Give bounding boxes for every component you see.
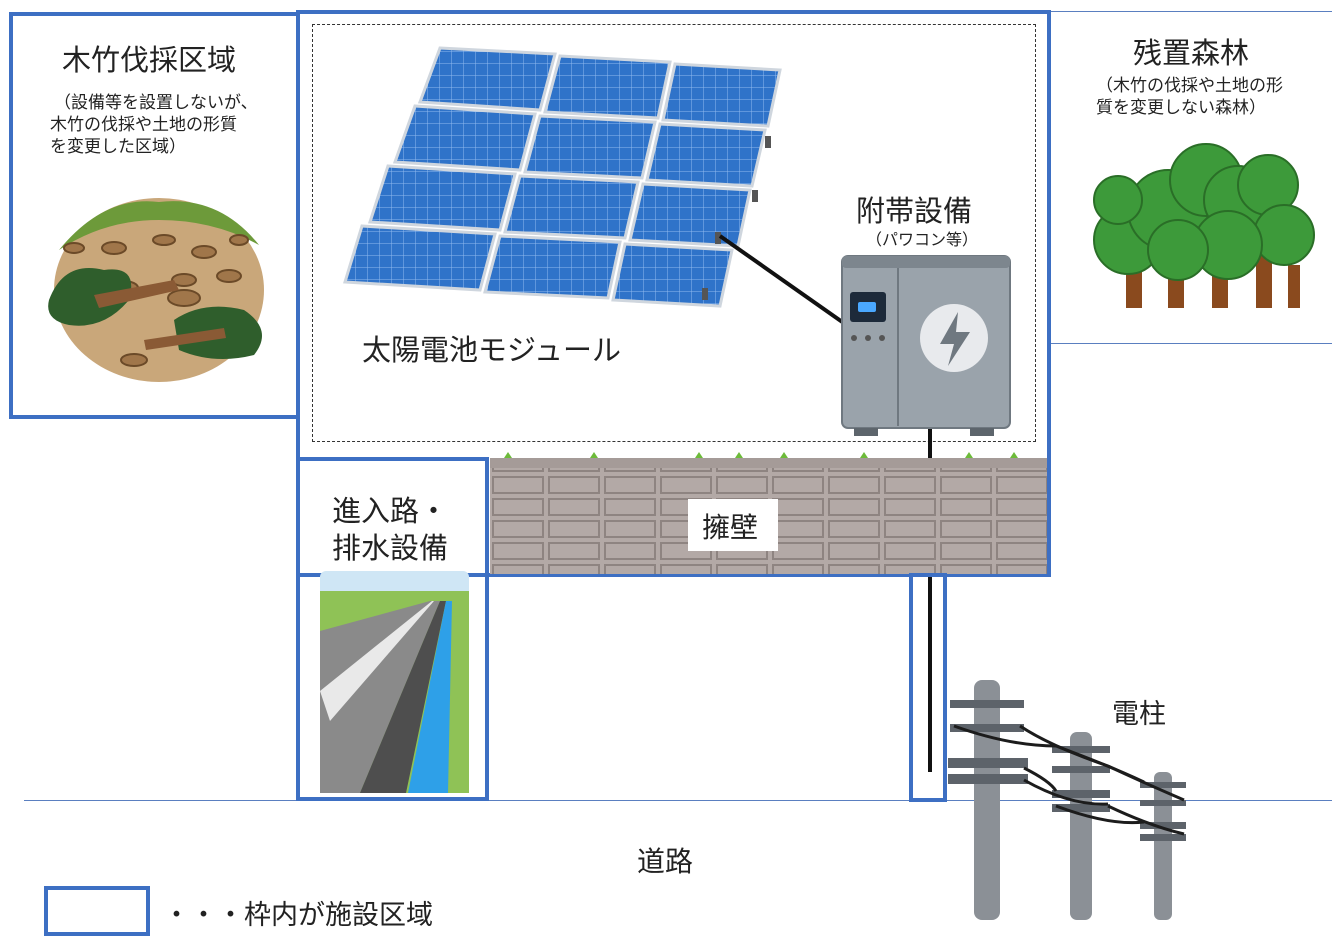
utility-poles-illustration	[948, 680, 1186, 920]
solar-array-dashed-boundary	[312, 24, 1036, 442]
forest-top-line	[1048, 11, 1332, 12]
road-line	[24, 800, 1332, 801]
drainage-road-illustration	[320, 571, 469, 793]
felled-land-illustration	[48, 198, 264, 382]
remaining-forest-note-1: （木竹の伐採や土地の形	[1096, 76, 1283, 96]
retaining-wall-label-box	[688, 499, 778, 551]
road-label: 道路	[637, 845, 694, 878]
power-conditioner-icon	[841, 255, 1011, 436]
solar-module-label: 太陽電池モジュール	[362, 333, 621, 367]
access-road-frame	[296, 457, 489, 801]
facility-area-frame	[296, 10, 1051, 577]
forest-bottom-line	[1048, 343, 1332, 344]
retaining-wall-label: 擁壁	[702, 511, 759, 544]
felling-area-note-1: （設備等を設置しないが、	[54, 93, 258, 113]
utility-pole-label: 電柱	[1112, 699, 1166, 730]
legend-frame-sample	[44, 886, 150, 936]
felling-area-note-2: 木竹の伐採や土地の形質	[50, 115, 237, 135]
access-road-line1: 進入路・	[332, 494, 449, 528]
remaining-forest-note-2: 質を変更しない森林）	[1096, 98, 1266, 118]
accessory-title: 附帯設備	[856, 194, 973, 228]
forest-illustration	[1093, 143, 1315, 308]
felling-area-note-3: を変更した区域）	[50, 137, 186, 157]
solar-panel-array	[343, 46, 782, 308]
access-road-line2: 排水設備	[332, 531, 449, 565]
remaining-forest-title: 残置森林	[1133, 36, 1250, 70]
connection-frame	[909, 573, 947, 802]
accessory-subtitle: （パワコン等）	[866, 230, 979, 249]
felling-area-title: 木竹伐採区域	[62, 43, 237, 77]
legend-label: ・・・枠内が施設区域	[163, 900, 433, 931]
